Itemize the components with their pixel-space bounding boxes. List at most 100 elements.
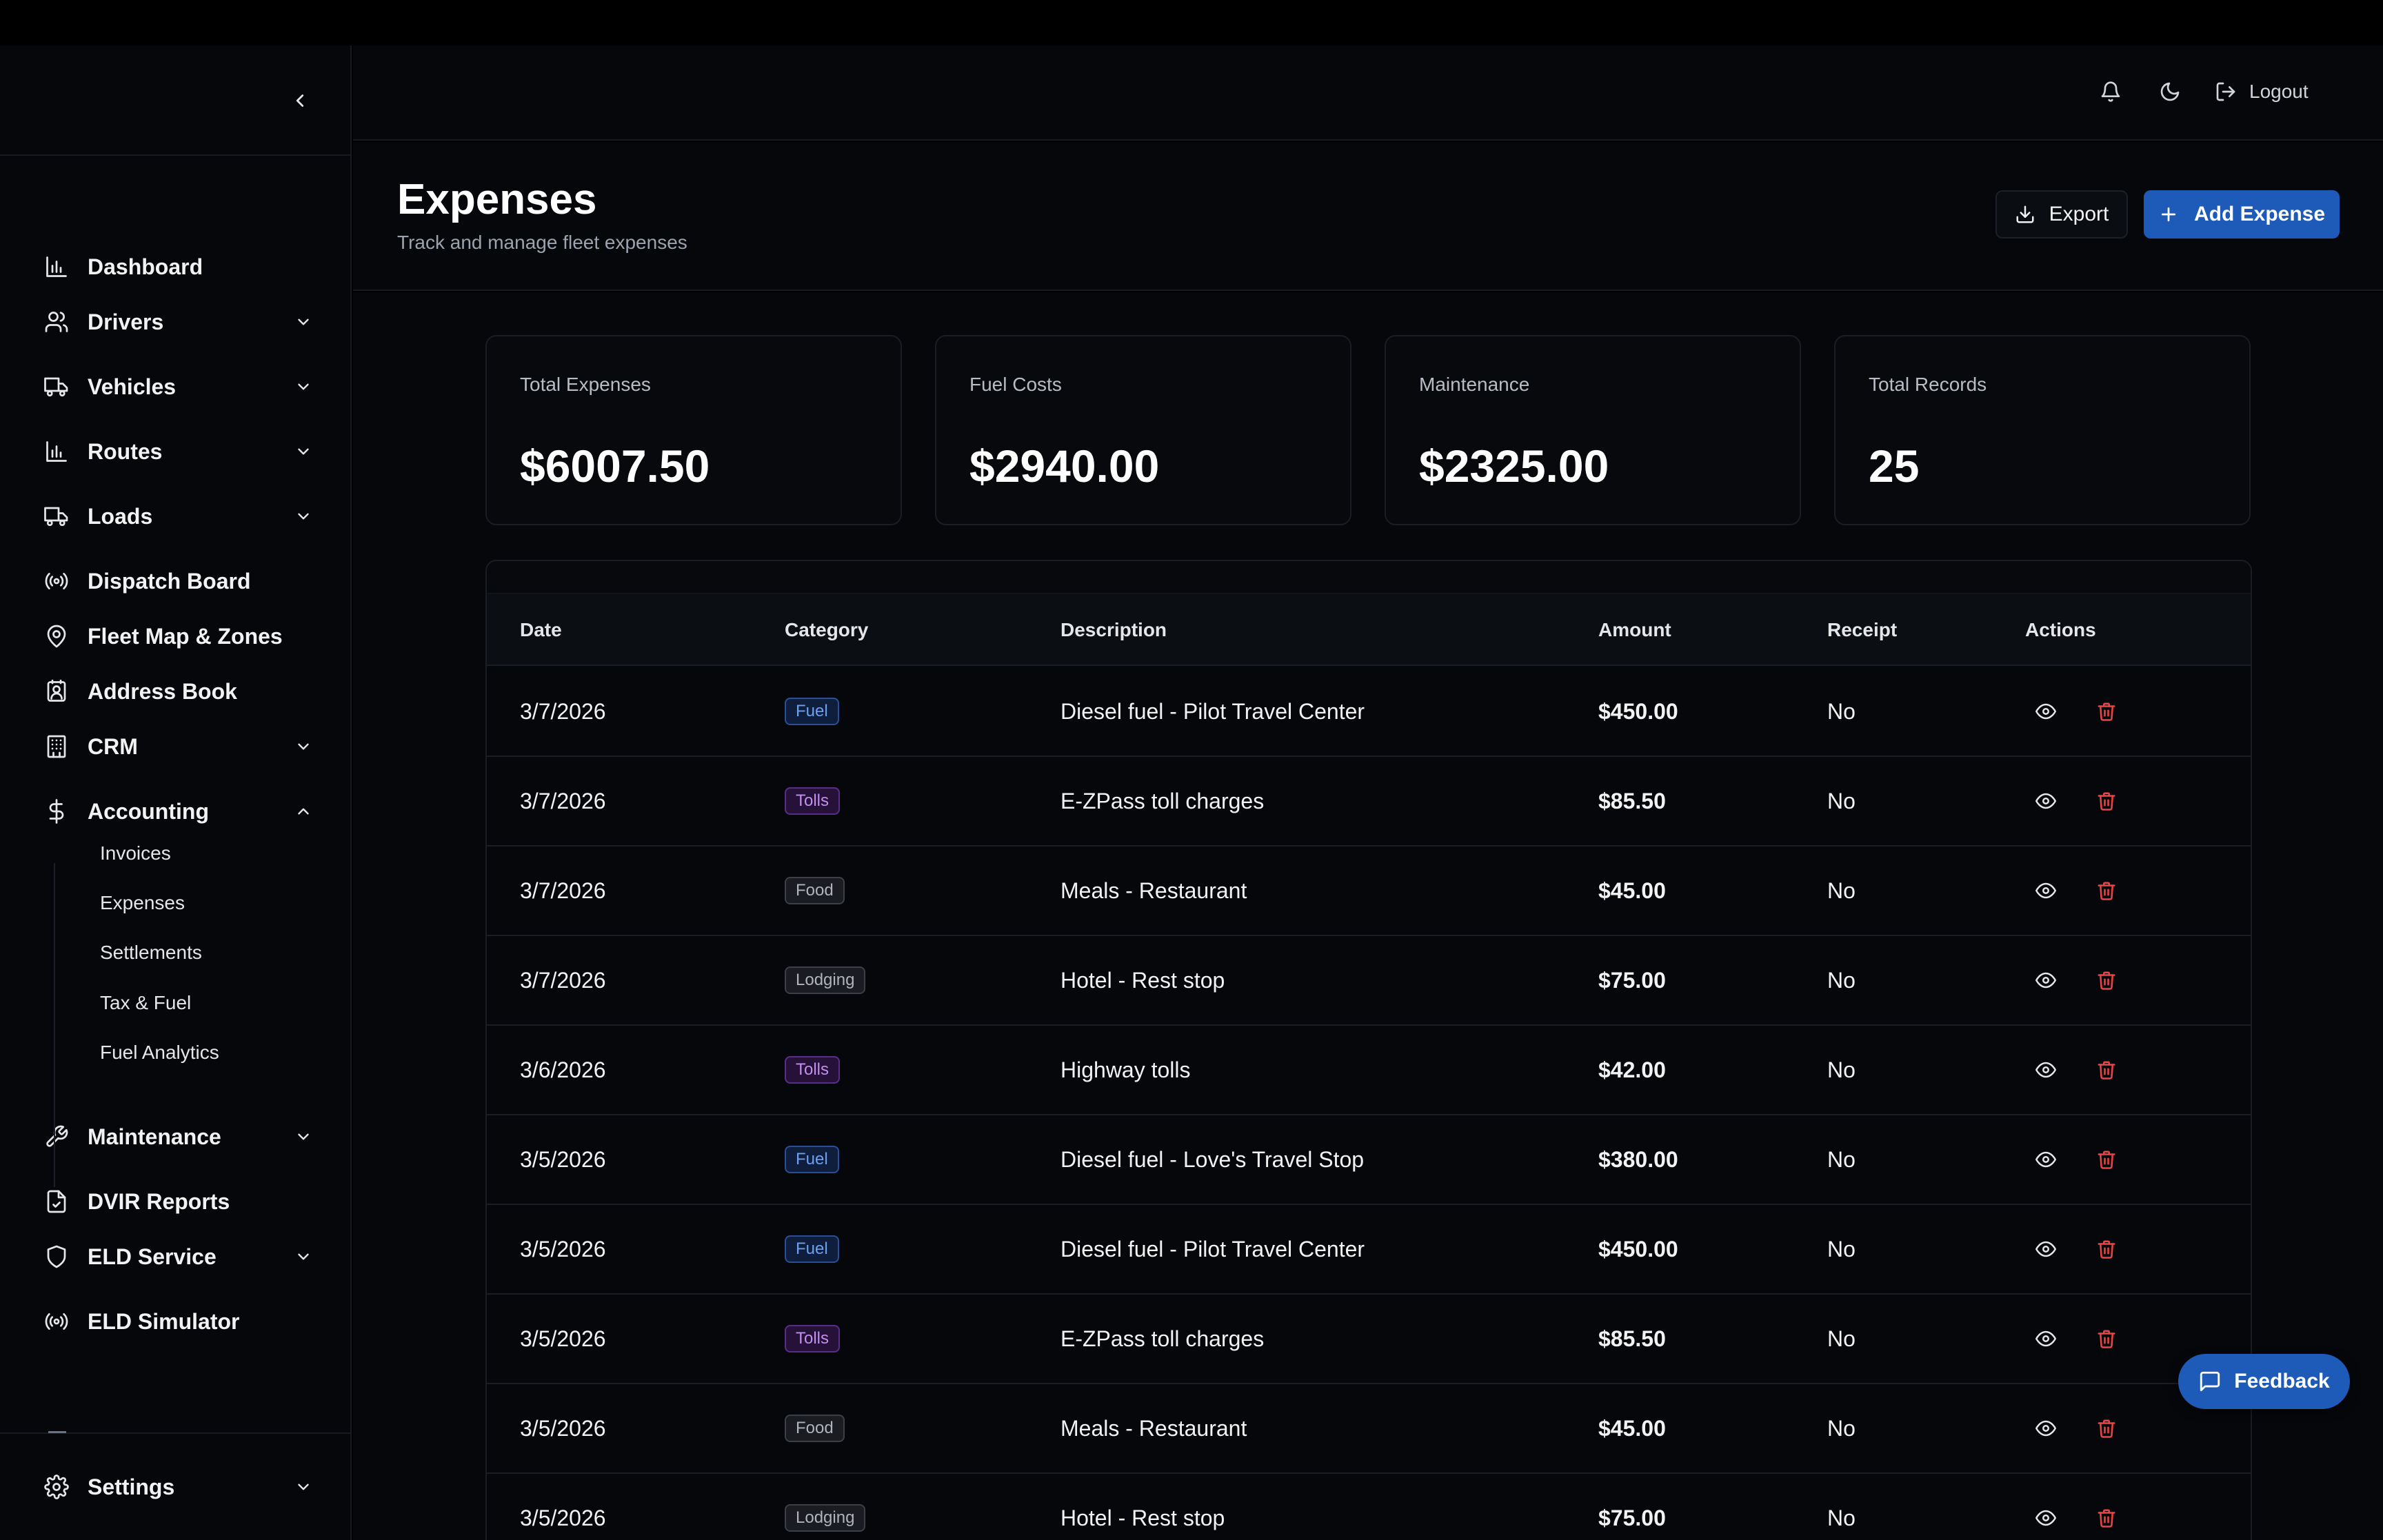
cell-receipt: No [1827,1505,1856,1530]
cell-amount: $45.00 [1598,878,1666,903]
dollar-icon [41,796,72,827]
cell-category: Fuel [785,1205,839,1293]
eye-icon [2035,1328,2056,1349]
sidebar-item-drivers[interactable]: Drivers [41,301,317,343]
delete-expense-button[interactable] [2089,963,2124,997]
sidebar-item-eld-simulator[interactable]: ELD Simulator [41,1301,317,1342]
users-icon [41,307,72,337]
add-expense-button[interactable]: Add Expense [2144,190,2340,239]
subnav-item-fuel-analytics[interactable]: Fuel Analytics [100,1042,219,1063]
feedback-button[interactable]: Feedback [2178,1354,2350,1409]
chevron-down-icon [290,438,317,465]
sidebar-item-vehicles[interactable]: Vehicles [41,366,317,407]
collapse-sidebar-button[interactable] [283,83,317,118]
column-header-amount[interactable]: Amount [1598,619,1671,640]
chevron-down-icon [290,733,317,760]
chevron-down-icon [290,1243,317,1270]
sidebar-item-address-book[interactable]: Address Book [41,671,317,712]
chevron-down-icon [290,373,317,401]
sidebar-item-label: DVIR Reports [88,1188,230,1214]
cell-date: 3/5/2026 [520,1326,606,1351]
view-expense-button[interactable] [2029,1321,2063,1356]
cell-category: Tolls [785,1295,841,1383]
sidebar-item-accounting[interactable]: Accounting [41,791,317,832]
view-expense-button[interactable] [2029,694,2063,729]
column-header-category[interactable]: Category [785,619,869,640]
subnav-item-settlements[interactable]: Settlements [100,942,202,963]
column-header-date[interactable]: Date [520,619,562,640]
chevron-down-icon [290,1473,317,1501]
column-header-receipt[interactable]: Receipt [1827,619,1898,640]
stat-card-fuel-costs: Fuel Costs $2940.00 [935,335,1351,525]
table-row: 3/5/2026 Fuel Diesel fuel - Love's Travel … [487,1115,2251,1205]
sidebar-item-routes[interactable]: Routes [41,431,317,472]
delete-expense-button[interactable] [2089,1142,2124,1177]
page-subtitle: Track and manage fleet expenses [397,232,687,253]
sidebar-item-loads[interactable]: Loads [41,496,317,537]
stat-label: Fuel Costs [969,374,1062,395]
column-header-description[interactable]: Description [1060,619,1167,640]
truck-icon [41,372,72,402]
delete-expense-button[interactable] [2089,873,2124,908]
stat-value: $6007.50 [520,440,710,492]
trash-icon [2096,1328,2117,1349]
bar-chart-icon [41,436,72,467]
subnav-item-expenses[interactable]: Expenses [100,892,185,913]
trash-icon [2096,1239,2117,1259]
sidebar-item-maintenance[interactable]: Maintenance [41,1116,317,1157]
delete-expense-button[interactable] [2089,784,2124,818]
view-expense-button[interactable] [2029,963,2063,997]
eye-icon [2035,701,2056,722]
sidebar-item-fleet-map-zones[interactable]: Fleet Map & Zones [41,616,317,657]
sidebar-item-dispatch-board[interactable]: Dispatch Board [41,560,317,602]
table-row: 3/5/2026 Fuel Diesel fuel - Pilot Travel C… [487,1205,2251,1295]
view-expense-button[interactable] [2029,1053,2063,1087]
sidebar-item-dvir-reports[interactable]: DVIR Reports [41,1181,317,1222]
map-pin-icon [41,621,72,651]
export-button[interactable]: Export [1995,190,2128,239]
view-expense-button[interactable] [2029,1501,2063,1535]
cell-receipt: No [1827,1057,1856,1082]
cell-receipt: No [1827,1146,1856,1172]
view-expense-button[interactable] [2029,1142,2063,1177]
accounting-subnav-line [54,863,55,1187]
cell-category: Fuel [785,1115,839,1204]
theme-toggle-button[interactable] [2153,74,2187,109]
cell-description: Diesel fuel - Love's Travel Stop [1060,1146,1365,1172]
subnav-item-invoices[interactable]: Invoices [100,842,171,864]
cell-amount: $75.00 [1598,967,1666,993]
delete-expense-button[interactable] [2089,1501,2124,1535]
trash-icon [2096,1060,2117,1080]
sidebar-item-label: Accounting [88,798,209,824]
view-expense-button[interactable] [2029,1232,2063,1266]
delete-expense-button[interactable] [2089,1232,2124,1266]
sidebar-item-crm[interactable]: CRM [41,726,317,767]
sidebar-item-label: CRM [88,733,138,759]
eye-icon [2035,791,2056,811]
sidebar-item-label: Dispatch Board [88,568,251,594]
table-header: Date Category Description Amount Receipt… [487,594,2251,666]
sidebar-item-settings[interactable]: Settings [41,1466,317,1508]
delete-expense-button[interactable] [2089,694,2124,729]
subnav-item-tax-fuel[interactable]: Tax & Fuel [100,992,192,1013]
cell-receipt: No [1827,1236,1856,1262]
eye-icon [2035,1149,2056,1170]
view-expense-button[interactable] [2029,873,2063,908]
cell-date: 3/7/2026 [520,788,606,813]
logout-button[interactable]: Logout [2215,74,2346,109]
sidebar-item-dashboard[interactable]: Dashboard [41,246,317,287]
eye-icon [2035,1508,2056,1528]
gear-icon [41,1472,72,1502]
sidebar-item-eld-service[interactable]: ELD Service [41,1236,317,1277]
view-expense-button[interactable] [2029,784,2063,818]
table-row: 3/5/2026 Lodging Hotel - Rest stop $75.00 No [487,1474,2251,1540]
delete-expense-button[interactable] [2089,1321,2124,1356]
notifications-button[interactable] [2093,74,2128,109]
delete-expense-button[interactable] [2089,1411,2124,1446]
feedback-label: Feedback [2234,1370,2330,1392]
view-expense-button[interactable] [2029,1411,2063,1446]
cell-category: Fuel [785,667,839,756]
delete-expense-button[interactable] [2089,1053,2124,1087]
trash-icon [2096,1418,2117,1439]
cell-category: Food [785,847,845,935]
